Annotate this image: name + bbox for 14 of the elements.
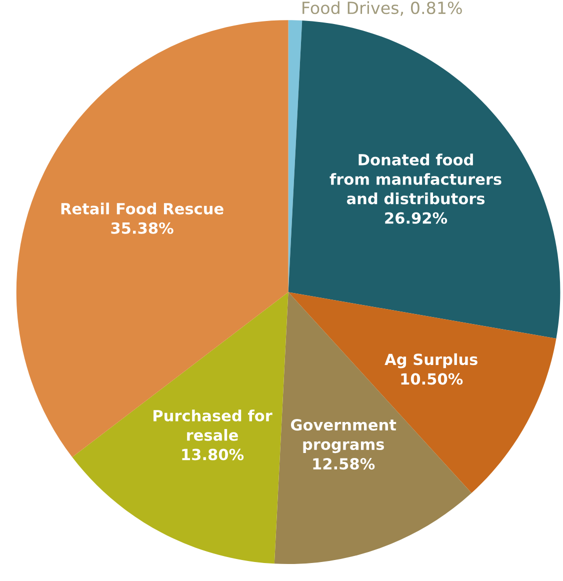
slice-label: Purchased for resale: [154, 410, 272, 441]
slice-label: Ag Surplus: [384, 353, 478, 368]
data-label: 26.92%: [385, 212, 448, 224]
data-label: 35.38%: [111, 222, 174, 234]
pie-slice: [72, 292, 288, 564]
data-label: 13.80%: [182, 448, 244, 460]
slice-label: Food Drives, 0.81%: [302, 1, 462, 16]
slice-label: Retail Food Rescue: [61, 202, 224, 214]
pie-slice: [288, 20, 560, 339]
pie-slice: [288, 292, 556, 494]
data-label: 12.58%: [313, 458, 375, 470]
slice-label: Donated food from manufacturers and distributors: [330, 154, 502, 204]
slice-label: Government programs: [290, 419, 396, 454]
data-label: 10.50%: [401, 373, 463, 385]
